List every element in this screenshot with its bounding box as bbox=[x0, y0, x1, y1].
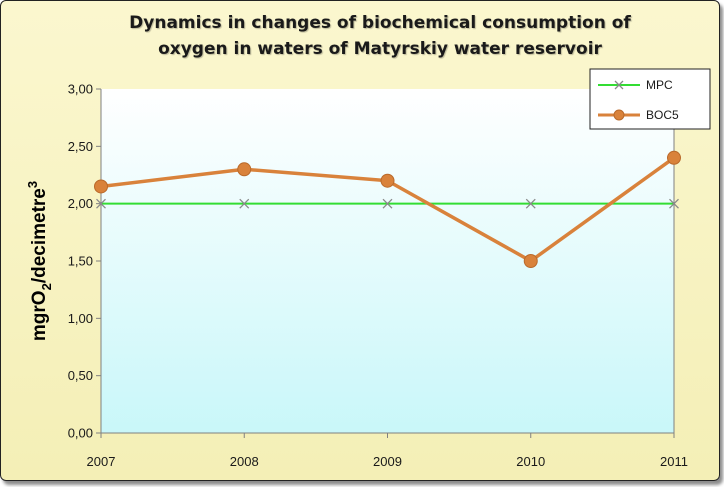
x-tick-label: 2009 bbox=[373, 454, 402, 469]
y-tick-labels: 0,00 0,50 1,00 1,50 2,00 2,50 3,00 bbox=[68, 82, 93, 441]
series-mpc-point bbox=[96, 198, 106, 209]
chart-title-line-2: oxygen in waters of Matyrskiy water rese… bbox=[158, 39, 602, 59]
legend-label-boc5: BOC5 bbox=[646, 108, 679, 122]
plot-area bbox=[101, 89, 674, 433]
legend: MPC BOC5 bbox=[589, 68, 711, 130]
series-mpc-point bbox=[525, 198, 536, 209]
series-boc5 bbox=[94, 150, 681, 268]
series-boc5-point bbox=[380, 173, 395, 188]
y-axis-label-rest: /decimetre bbox=[29, 188, 50, 283]
series-boc5-point bbox=[94, 179, 108, 194]
x-tick-label: 2008 bbox=[230, 454, 259, 469]
y-axis-label-subscript: 2 bbox=[39, 283, 54, 290]
axes bbox=[96, 88, 675, 438]
series-mpc-point bbox=[669, 198, 679, 209]
y-tick-label: 0,50 bbox=[68, 368, 93, 383]
y-tick-label: 2,50 bbox=[68, 139, 93, 154]
series-boc5-point bbox=[237, 162, 252, 177]
legend-box bbox=[589, 68, 711, 130]
x-tick-label: 2011 bbox=[660, 454, 688, 469]
x-tick-label: 2007 bbox=[87, 454, 116, 469]
series-mpc-point bbox=[382, 198, 393, 209]
y-tick-label: 3,00 bbox=[68, 82, 93, 97]
series-boc5-point bbox=[523, 254, 538, 268]
series-mpc-point bbox=[239, 198, 250, 209]
x-tick-labels: 2007 2008 2009 2010 2011 bbox=[87, 454, 688, 469]
series-layer bbox=[94, 150, 681, 268]
series-mpc bbox=[96, 198, 679, 209]
y-axis-label: mgrO2/decimetre3 bbox=[25, 181, 54, 341]
legend-swatch-boc5-marker bbox=[613, 109, 625, 121]
y-tick-label: 1,50 bbox=[68, 254, 93, 269]
x-tick-label: 2010 bbox=[516, 454, 545, 469]
y-axis-label-superscript: 3 bbox=[25, 181, 40, 188]
y-axis-label-main: mgrO bbox=[29, 290, 50, 341]
chart-title-line-1: Dynamics in changes of biochemical consu… bbox=[129, 13, 631, 33]
y-tick-label: 1,00 bbox=[68, 311, 93, 326]
legend-swatch-mpc-marker bbox=[614, 80, 624, 90]
y-tick-label: 2,00 bbox=[68, 196, 93, 211]
series-boc5-point bbox=[667, 150, 681, 165]
legend-label-mpc: MPC bbox=[646, 78, 673, 92]
y-tick-label: 0,00 bbox=[68, 426, 93, 441]
chart-title: Dynamics in changes of biochemical consu… bbox=[30, 10, 724, 62]
